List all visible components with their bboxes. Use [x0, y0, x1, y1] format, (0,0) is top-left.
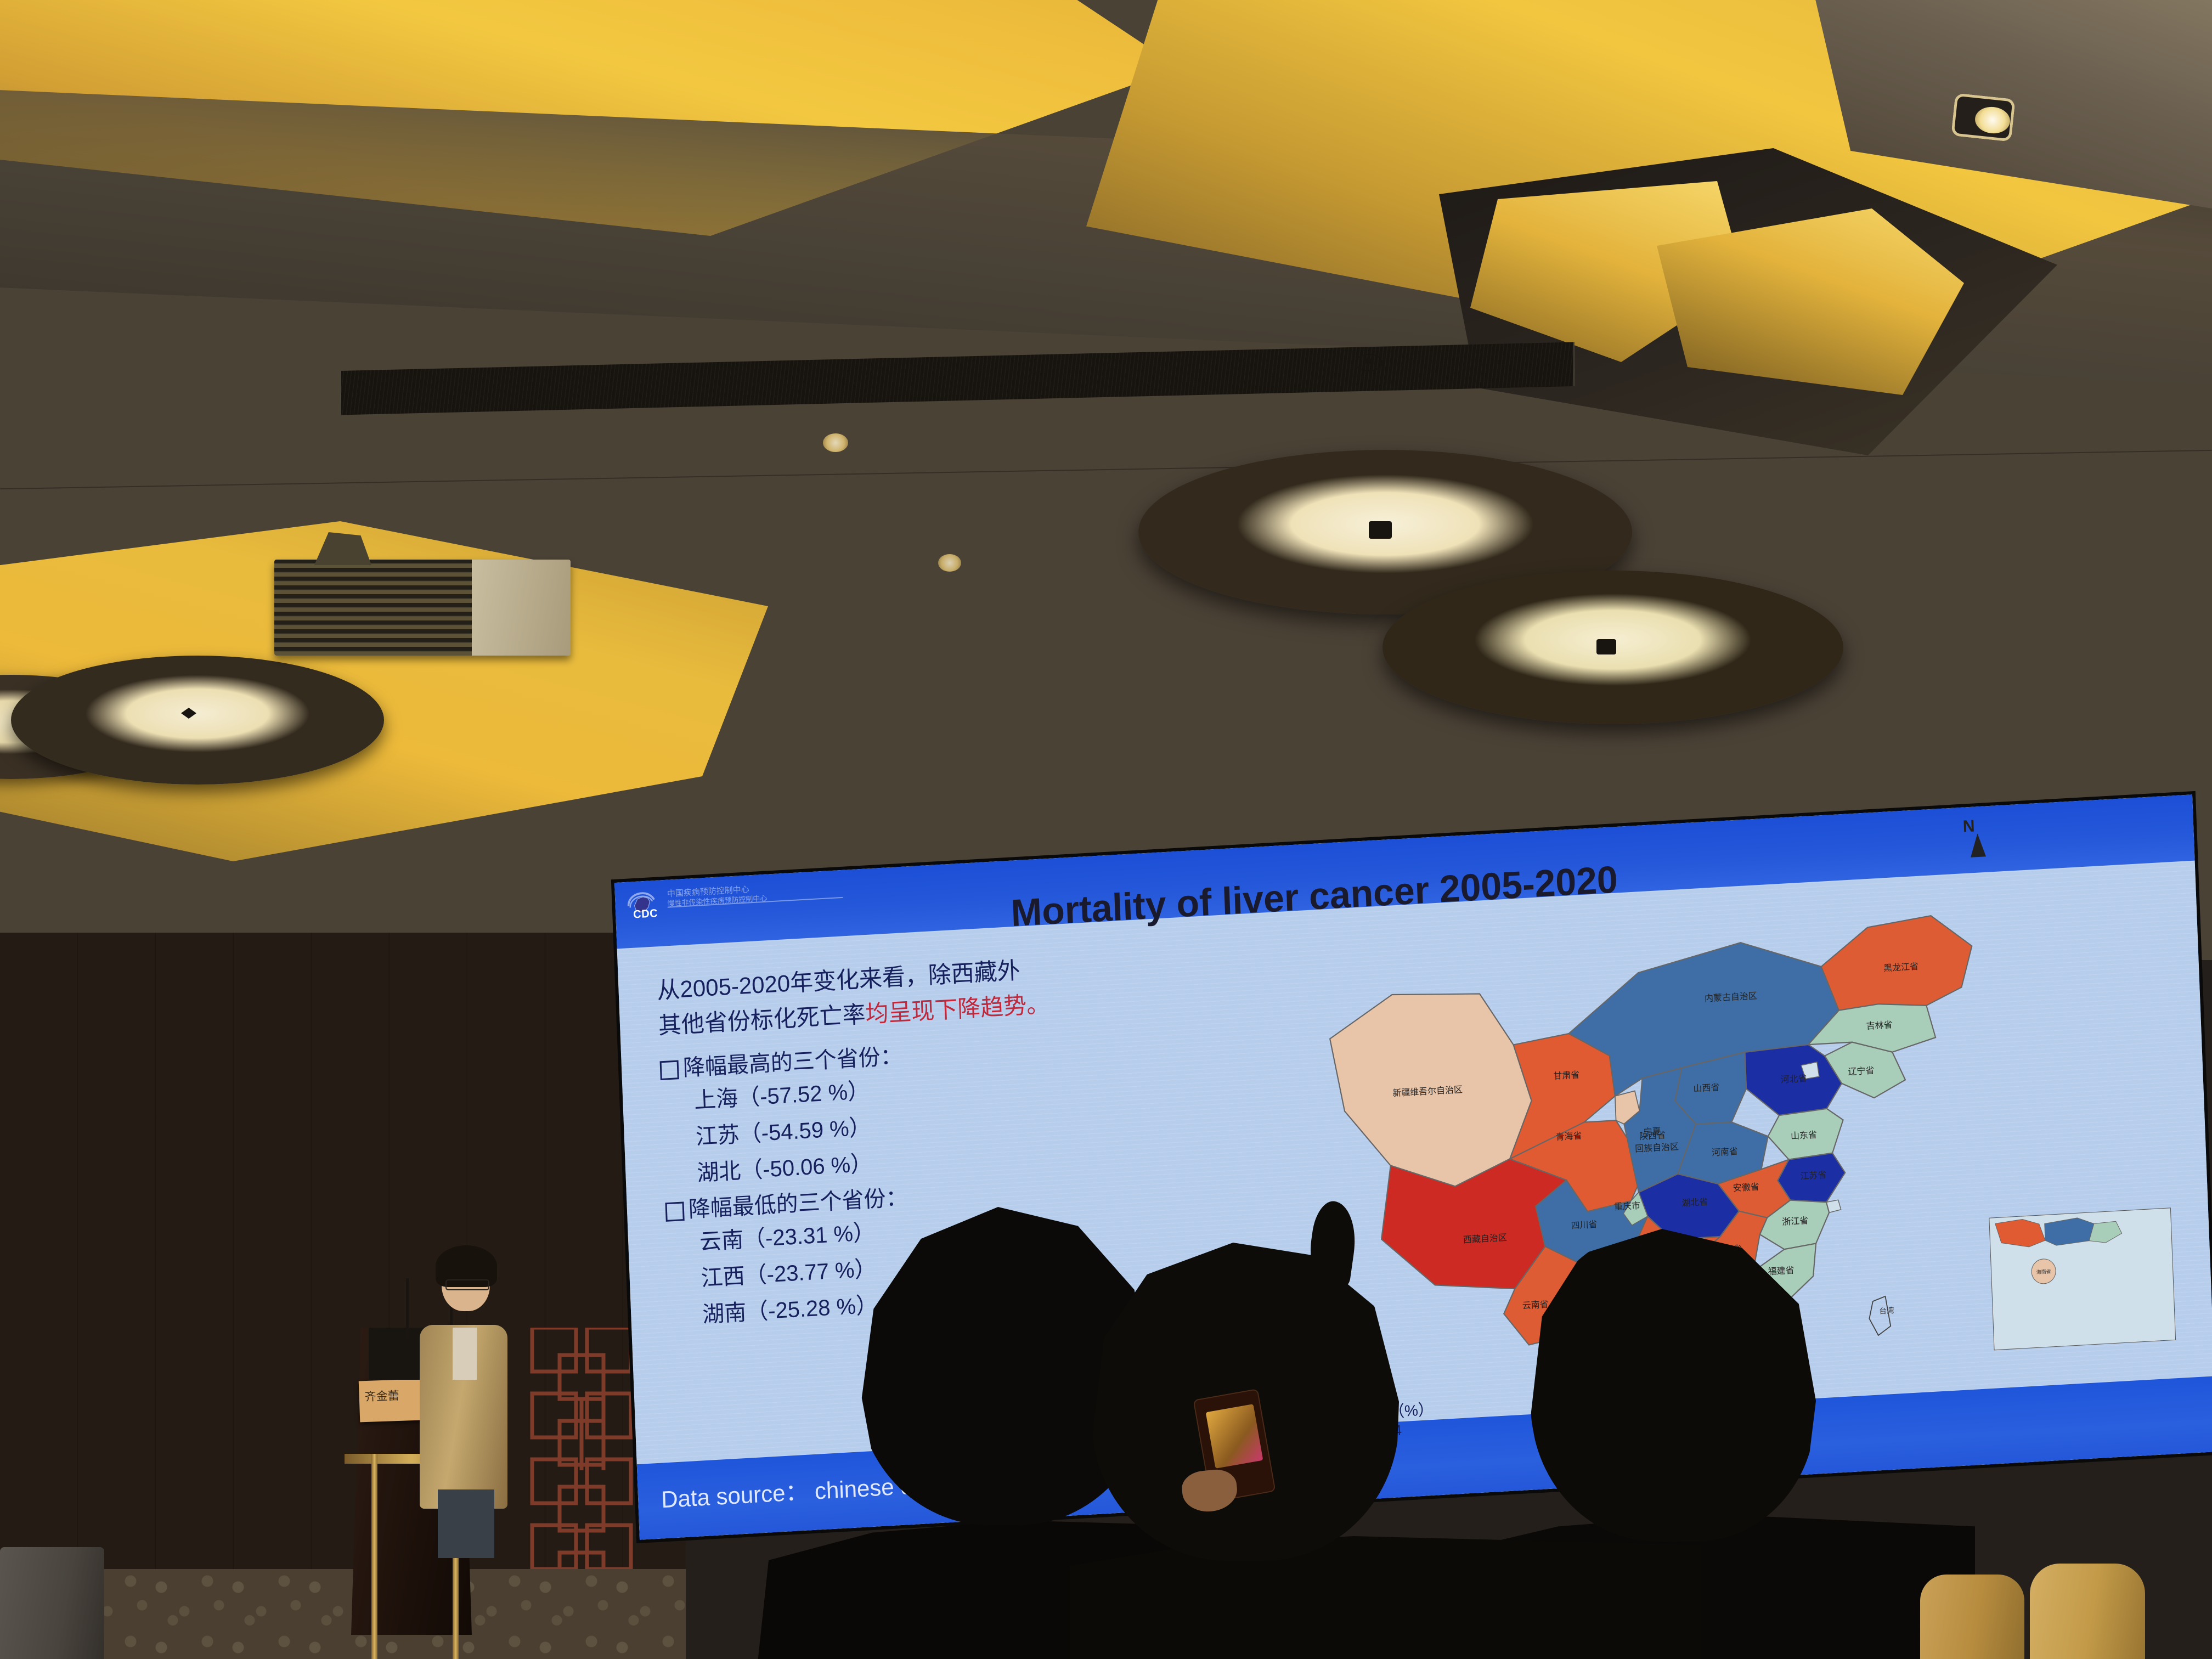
svg-text:台湾: 台湾 — [1879, 1306, 1894, 1316]
svg-text:海南省: 海南省 — [2036, 1268, 2051, 1276]
